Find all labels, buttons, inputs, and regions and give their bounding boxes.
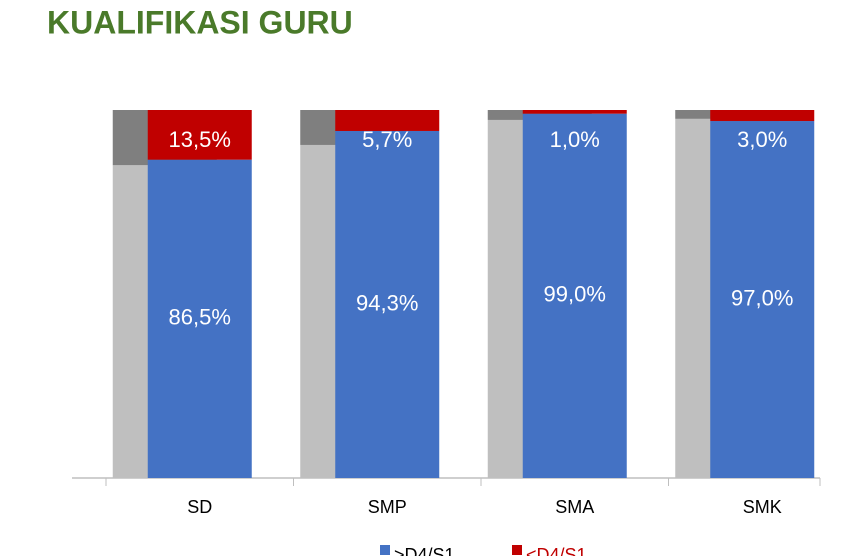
bar [710,110,815,122]
legend-swatch [380,545,390,555]
value-label: 94,3% [356,290,418,315]
value-label: 99,0% [544,282,606,307]
bar [147,159,252,478]
bar [335,110,440,131]
value-label: 86,5% [169,305,231,330]
x-tick-label: SD [187,497,212,517]
legend-label: >D4/S1 [394,545,455,556]
bar [147,110,252,160]
value-label: 3,0% [737,127,787,152]
value-label: 97,0% [731,285,793,310]
x-tick-label: SMP [368,497,407,517]
value-label: 13,5% [169,127,231,152]
x-tick-label: SMK [743,497,782,517]
legend-swatch [512,545,522,555]
bar [522,110,627,114]
bar [710,121,815,478]
bar [335,130,440,478]
chart-title: KUALIFIKASI GURU [47,4,353,40]
legend-label: <D4/S1 [526,545,587,556]
value-label: 5,7% [362,127,412,152]
x-tick-label: SMA [555,497,594,517]
value-label: 1,0% [550,127,600,152]
bar [522,113,627,479]
